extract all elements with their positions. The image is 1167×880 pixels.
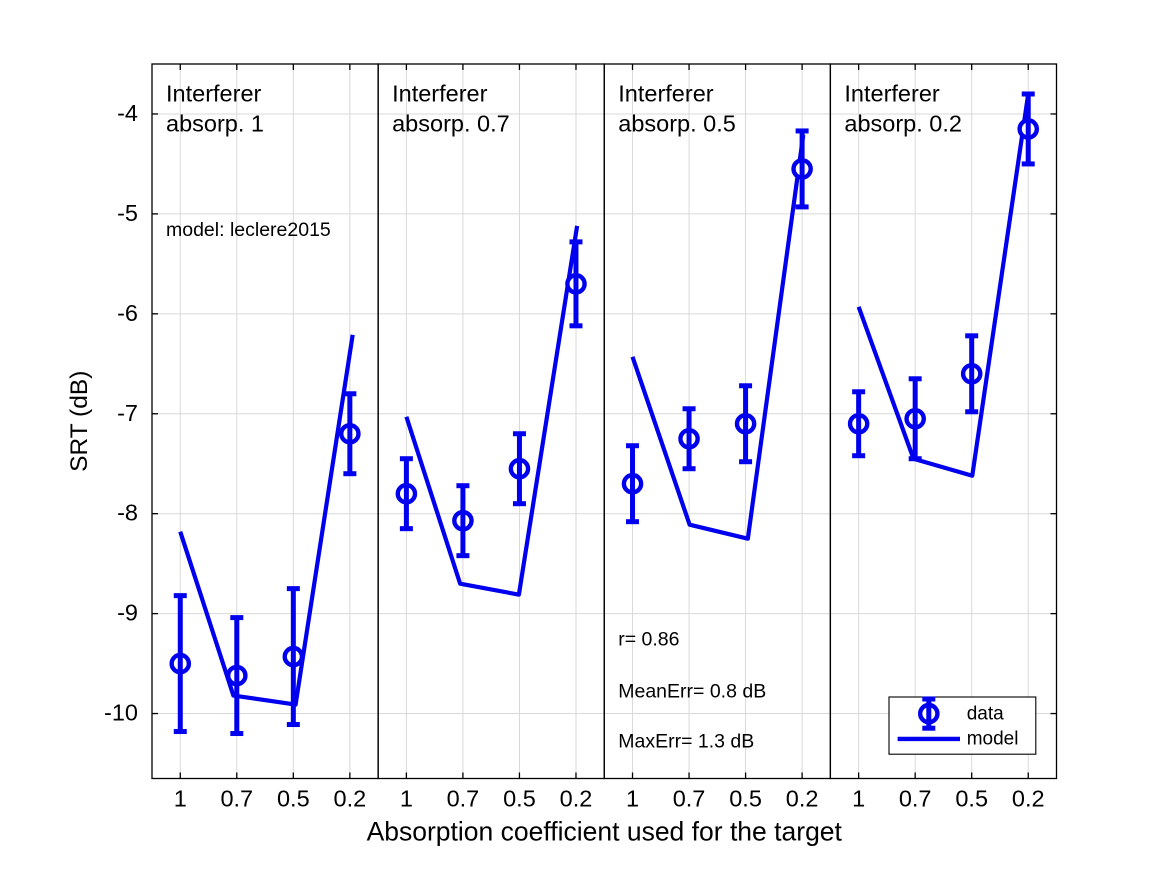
svg-text:-8: -8 (117, 500, 138, 526)
svg-text:0.2: 0.2 (560, 786, 593, 812)
svg-text:1: 1 (400, 786, 413, 812)
svg-text:data: data (967, 703, 1004, 724)
svg-text:0.5: 0.5 (503, 786, 536, 812)
svg-text:-9: -9 (117, 600, 138, 626)
svg-text:0.5: 0.5 (277, 786, 310, 812)
svg-text:Absorption coefficient used fo: Absorption coefficient used for the targ… (367, 817, 843, 847)
svg-text:1: 1 (852, 786, 865, 812)
svg-text:0.5: 0.5 (729, 786, 762, 812)
svg-text:0.2: 0.2 (1012, 786, 1045, 812)
svg-text:1: 1 (626, 786, 639, 812)
svg-text:0.7: 0.7 (673, 786, 706, 812)
svg-text:model: leclere2015: model: leclere2015 (166, 219, 331, 241)
svg-text:absorp. 0.5: absorp. 0.5 (618, 111, 736, 137)
svg-text:absorp. 0.2: absorp. 0.2 (844, 111, 962, 137)
svg-text:-5: -5 (117, 200, 138, 226)
svg-text:absorp. 0.7: absorp. 0.7 (392, 111, 510, 137)
svg-text:MeanErr= 0.8 dB: MeanErr= 0.8 dB (618, 681, 766, 703)
svg-text:SRT (dB): SRT (dB) (66, 371, 93, 472)
svg-text:Interferer: Interferer (166, 80, 262, 106)
svg-text:absorp. 1: absorp. 1 (166, 111, 264, 137)
svg-text:model: model (967, 729, 1019, 750)
svg-text:0.7: 0.7 (899, 786, 932, 812)
svg-text:0.5: 0.5 (955, 786, 988, 812)
svg-text:-7: -7 (117, 400, 138, 426)
svg-text:0.7: 0.7 (447, 786, 480, 812)
svg-text:0.2: 0.2 (786, 786, 819, 812)
svg-text:MaxErr= 1.3 dB: MaxErr= 1.3 dB (618, 731, 754, 753)
svg-text:-4: -4 (117, 100, 138, 126)
svg-text:0.7: 0.7 (220, 786, 253, 812)
svg-text:Interferer: Interferer (844, 80, 940, 106)
svg-text:r= 0.86: r= 0.86 (618, 628, 679, 650)
svg-text:Interferer: Interferer (618, 80, 714, 106)
svg-text:-10: -10 (104, 700, 138, 726)
svg-text:0.2: 0.2 (334, 786, 367, 812)
svg-text:1: 1 (174, 786, 187, 812)
svg-text:-6: -6 (117, 300, 138, 326)
svg-text:Interferer: Interferer (392, 80, 488, 106)
